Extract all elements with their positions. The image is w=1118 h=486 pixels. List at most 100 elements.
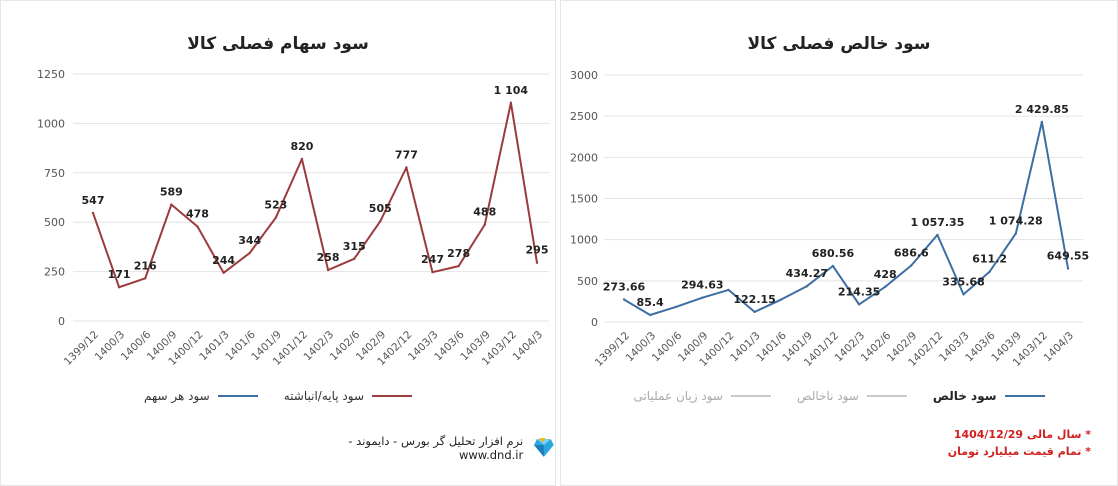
dividend-line-chart: 0250500750100012501399/121400/31400/6140… [37,68,549,368]
data-point [910,264,913,267]
data-point [300,157,304,161]
data-point [727,288,730,292]
data-point [701,296,704,299]
y-tick-label: 250 [44,266,65,279]
y-tick-label: 500 [577,275,598,288]
chart-title: سود سهام فصلی کالا [187,34,369,54]
data-label: 611.2 [972,253,1007,266]
data-label: 820 [290,140,313,153]
unit-note: * تمام قیمت میلیارد تومان [947,445,1091,458]
data-label: 278 [447,247,470,260]
data-point [1014,232,1017,235]
chart-legend: سود پایه/انباشته سود هر سهم [1,389,555,403]
data-label: 335.68 [942,275,984,288]
data-label: 2 429.85 [1015,103,1069,116]
data-label: 1 057.35 [910,216,964,229]
diamond-logo-icon [534,438,555,457]
y-tick-label: 1000 [37,117,65,130]
data-label: 488 [473,206,496,219]
data-label: 777 [395,148,418,161]
x-tick-label: 1399/12 [593,330,632,369]
legend-label: سود ناخالص [797,389,859,403]
data-label: 171 [108,268,131,281]
footer-text: نرم افزار تحلیل گر بورس - دایموند - www.… [348,434,524,462]
data-point [509,101,513,105]
data-point [988,270,991,273]
data-label: 344 [238,234,261,247]
data-label: 258 [317,251,340,264]
data-point [779,298,782,301]
legend-swatch [372,395,413,397]
legend-swatch [217,395,258,397]
data-label: 505 [369,202,392,215]
y-tick-label: 1500 [570,193,598,206]
data-point [857,303,861,306]
series-line [92,101,538,289]
data-point [648,313,652,317]
legend-label: سود خالص [932,389,997,403]
data-point [170,203,173,206]
y-tick-label: 2000 [570,151,598,164]
data-label: 315 [343,240,366,253]
data-label: 680.56 [812,247,855,260]
data-point [535,261,539,264]
y-tick-label: 1000 [570,234,598,247]
data-point [1066,267,1070,270]
y-tick-label: 1250 [37,68,65,81]
data-label: 85.4 [637,296,664,309]
data-point [622,298,626,301]
data-label: 273.66 [603,280,646,293]
data-label: 216 [134,259,157,272]
legend-label: سود زیان عملیاتی [633,389,723,403]
x-tick-label: 1399/12 [62,329,101,368]
legend-swatch [731,395,771,397]
data-label: 649.55 [1047,250,1089,263]
legend-item-net-profit[interactable]: سود خالص [933,389,1045,403]
data-label: 295 [526,244,549,257]
data-point [675,305,678,308]
data-point [936,233,939,237]
data-point [405,166,408,169]
net-profit-chart-panel: سود خالص فصلی کالا 0 500 1000 1500 2000 2500 3… [560,0,1118,486]
data-point [379,220,382,223]
data-label: 547 [82,194,105,207]
legend-item-base-profit[interactable]: سود پایه/انباشته [283,389,413,403]
data-point [831,264,835,268]
series-line [623,120,1069,316]
data-point [753,310,756,314]
data-label: 523 [264,199,287,212]
data-label: 428 [874,268,897,281]
legend-label: سود پایه/انباشته [283,389,365,403]
data-label: 294.63 [681,279,723,292]
y-tick-label: 2500 [570,110,598,123]
data-label: 214.35 [838,285,880,298]
y-tick-label: 3000 [570,69,598,82]
legend-item-eps[interactable]: سود هر سهم [144,389,258,403]
data-point [805,285,809,288]
data-point [352,257,356,260]
y-tick-label: 0 [58,315,65,328]
data-point [117,286,121,289]
data-label: 434.27 [786,267,828,280]
legend-item-operating-profit[interactable]: سود زیان عملیاتی [633,389,771,403]
data-label: 589 [160,186,183,199]
data-label: 1 074.28 [989,215,1043,228]
legend-item-gross-profit[interactable]: سود ناخالص [797,389,907,403]
data-point [483,223,486,226]
data-label: 122.15 [733,293,775,306]
data-point [962,293,965,296]
data-label: 478 [186,208,209,221]
fiscal-year-note: * سال مالی 1404/12/29 [953,428,1091,441]
dividend-chart-panel: سود سهام فصلی کالا 0 250 500 750 1000 1250 139… [0,0,556,486]
data-point [196,225,199,228]
y-tick-label: 750 [44,167,65,180]
data-point [326,268,330,272]
data-point [248,251,251,255]
notes: * سال مالی 1404/12/29 * تمام قیمت میلیار… [948,426,1091,460]
net-profit-line-chart: 0500100015002000250030001399/121400/3140… [570,69,1089,369]
legend-swatch [866,395,907,397]
data-label: 1 104 [494,84,529,97]
chart-title: سود خالص فصلی کالا [747,34,931,54]
chart-legend: سود خالص سود ناخالص سود زیان عملیاتی [561,389,1117,403]
